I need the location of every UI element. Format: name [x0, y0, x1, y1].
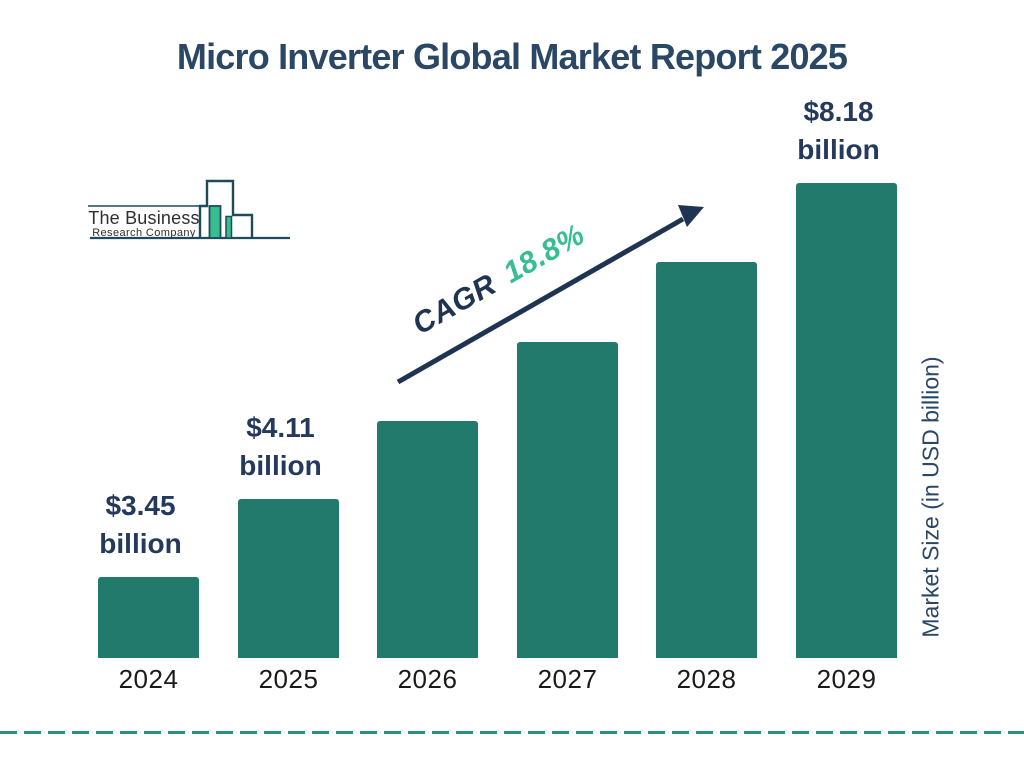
company-logo: The Business Research Company [85, 178, 295, 248]
value-label-2029: $8.18 billion [759, 93, 919, 169]
x-tick-2029: 2029 [816, 664, 877, 694]
x-tick-2026: 2026 [397, 664, 458, 694]
bar-2028 [656, 262, 757, 658]
value-label-unit: billion [239, 450, 322, 481]
bar-2024 [98, 577, 199, 658]
logo-skyline-icon [88, 179, 290, 240]
x-tick-2025: 2025 [258, 664, 319, 694]
x-tick-2024: 2024 [118, 664, 179, 694]
value-label-2024: $3.45 billion [61, 487, 221, 563]
cagr-trend-arrow [396, 205, 704, 385]
page-title: Micro Inverter Global Market Report 2025 [176, 36, 848, 77]
logo-name-line1: The Business [88, 208, 200, 228]
x-tick-2028: 2028 [676, 664, 737, 694]
bar-2025 [238, 499, 339, 658]
bar-2027 [517, 342, 618, 658]
bar-2026 [377, 421, 478, 658]
y-axis-label: Market Size (in USD billion) [917, 356, 944, 638]
value-label-unit: billion [797, 134, 880, 165]
bottom-dashed-divider [0, 731, 1024, 734]
x-tick-2027: 2027 [537, 664, 598, 694]
bar-2029 [796, 183, 897, 658]
logo-name-line2: Research Company [92, 227, 196, 239]
value-label-unit: billion [99, 528, 182, 559]
value-label-amount: $4.11 [246, 412, 315, 443]
value-label-amount: $3.45 [105, 490, 176, 521]
value-label-amount: $8.18 [803, 96, 874, 127]
value-label-2025: $4.11 billion [201, 409, 361, 485]
